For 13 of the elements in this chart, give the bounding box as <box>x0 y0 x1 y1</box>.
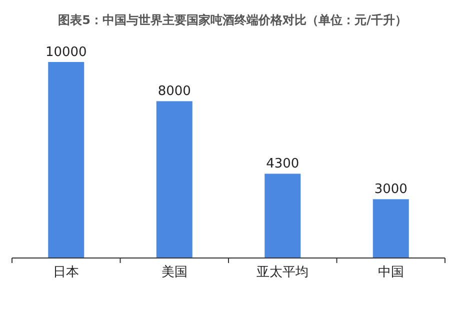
bar <box>48 62 84 258</box>
data-label: 8000 <box>158 84 191 100</box>
x-tick-label: 日本 <box>53 265 80 280</box>
data-label: 10000 <box>45 45 87 60</box>
data-label: 3000 <box>374 182 408 198</box>
x-tick-label: 中国 <box>378 265 404 280</box>
chart-title: 图表5：中国与世界主要国家吨酒终端价格对比（单位：元/千升） <box>58 13 407 27</box>
bar <box>264 174 301 258</box>
x-tick-label: 亚太平均 <box>256 265 309 280</box>
x-tick-label: 美国 <box>161 264 188 280</box>
bar <box>156 101 192 258</box>
data-label: 4300 <box>266 156 300 172</box>
bar <box>372 199 409 258</box>
